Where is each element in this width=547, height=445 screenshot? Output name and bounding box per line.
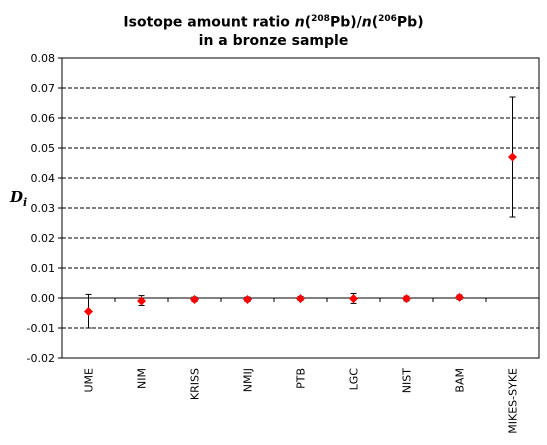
y-tick-label: 0.06 [31, 112, 56, 125]
data-point [137, 296, 146, 306]
x-tick-label-nist: NIST [401, 368, 414, 393]
y-tick-label: 0.03 [31, 202, 56, 215]
data-point [243, 295, 252, 304]
data-point [402, 294, 411, 304]
x-tick-labels: UME NIM KRISS NMIJ PTB LGC NIST BAM MIKES-SYKE [83, 368, 520, 434]
x-tick-label-ptb: PTB [295, 368, 308, 389]
gridlines [62, 87, 539, 329]
x-tick-label-nim: NIM [136, 368, 149, 389]
y-tick-labels: 0.08 0.07 0.06 0.05 0.04 0.03 0.02 0.01 0.00 -0.0… [27, 52, 55, 365]
y-tick-label: 0.00 [31, 292, 56, 305]
y-tick-label: 0.01 [31, 262, 56, 275]
y-tick-label: -0.01 [27, 322, 55, 335]
data-points [84, 152, 517, 316]
data-point [349, 294, 358, 304]
y-tick-label: -0.02 [27, 352, 55, 365]
x-tick-label-kriss: KRISS [189, 368, 202, 400]
y-tick-label: 0.02 [31, 232, 56, 245]
data-point [190, 295, 199, 304]
x-tick-label-bam: BAM [454, 368, 467, 393]
x-tick-label-ume: UME [83, 368, 96, 393]
data-point [84, 307, 93, 316]
data-point [455, 292, 464, 302]
chart-title-line2: in a bronze sample [198, 33, 349, 49]
x-tick-label-nmij: NMIJ [242, 368, 255, 392]
x-tick-label-mikes-syke: MIKES-SYKE [507, 368, 520, 434]
data-point [508, 152, 517, 162]
y-axis-label: Di [9, 188, 27, 209]
y-tick-label: 0.08 [31, 52, 56, 65]
x-tick-label-lgc: LGC [348, 368, 361, 391]
axes [58, 57, 540, 359]
y-tick-label: 0.05 [31, 142, 56, 155]
chart-title-line1: Isotope amount ratio n(208Pb)/n(206Pb) [123, 14, 424, 31]
error-bars [85, 96, 516, 329]
y-tick-label: 0.04 [31, 172, 56, 185]
y-tick-label: 0.07 [31, 82, 56, 95]
data-point [296, 294, 305, 304]
